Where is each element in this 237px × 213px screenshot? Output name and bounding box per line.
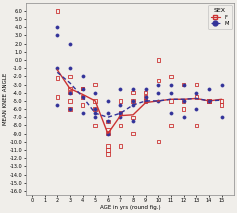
Point: [106, 120, 110, 123]
Legend: F, M: F, M: [208, 5, 232, 29]
Point: [194, 107, 198, 111]
Point: [131, 91, 135, 94]
Point: [118, 144, 122, 148]
Point: [55, 103, 59, 107]
Point: [194, 83, 198, 86]
Point: [93, 111, 97, 115]
Point: [220, 116, 223, 119]
Point: [131, 116, 135, 119]
Point: [169, 91, 173, 94]
Point: [106, 99, 110, 103]
Point: [182, 116, 186, 119]
Point: [182, 83, 186, 86]
Point: [207, 87, 211, 90]
Point: [93, 116, 97, 119]
Point: [68, 66, 72, 70]
Point: [182, 99, 186, 103]
Point: [106, 148, 110, 152]
Point: [182, 107, 186, 111]
Point: [55, 76, 59, 80]
Point: [194, 95, 198, 99]
Point: [93, 107, 97, 111]
Point: [81, 103, 84, 107]
Point: [81, 95, 84, 99]
Point: [118, 87, 122, 90]
Point: [68, 42, 72, 45]
Point: [169, 83, 173, 86]
Point: [156, 58, 160, 62]
Point: [182, 83, 186, 86]
Point: [194, 124, 198, 127]
Point: [68, 91, 72, 94]
Point: [169, 75, 173, 78]
Point: [81, 87, 84, 90]
Point: [118, 99, 122, 103]
Point: [106, 152, 110, 156]
Point: [106, 120, 110, 123]
Point: [106, 132, 110, 135]
Point: [55, 34, 59, 37]
Point: [144, 99, 148, 103]
Point: [144, 99, 148, 103]
Point: [81, 87, 84, 90]
Point: [156, 83, 160, 86]
Point: [68, 99, 72, 103]
Point: [144, 87, 148, 90]
Point: [118, 116, 122, 119]
Point: [169, 99, 173, 103]
Point: [131, 99, 135, 103]
Point: [207, 99, 211, 103]
Point: [106, 128, 110, 131]
Point: [68, 87, 72, 90]
Point: [93, 124, 97, 127]
Point: [93, 91, 97, 94]
Point: [182, 99, 186, 103]
Point: [68, 107, 72, 111]
Point: [118, 111, 122, 115]
Point: [169, 124, 173, 127]
Point: [169, 111, 173, 115]
Point: [68, 91, 72, 94]
Point: [220, 103, 223, 107]
Point: [81, 95, 84, 99]
Point: [131, 132, 135, 135]
Point: [55, 9, 59, 13]
Point: [81, 75, 84, 78]
Point: [144, 95, 148, 99]
Point: [207, 99, 211, 103]
Point: [131, 87, 135, 90]
Point: [93, 83, 97, 86]
Point: [220, 99, 223, 103]
Point: [106, 111, 110, 115]
Point: [207, 99, 211, 103]
Point: [81, 111, 84, 115]
Point: [156, 99, 160, 103]
Point: [156, 140, 160, 144]
Point: [68, 107, 72, 111]
Point: [156, 91, 160, 94]
Point: [118, 124, 122, 127]
Point: [131, 99, 135, 103]
Point: [68, 75, 72, 78]
Point: [93, 107, 97, 111]
Point: [55, 66, 59, 70]
Y-axis label: MEAN KNEE ANGLE: MEAN KNEE ANGLE: [3, 73, 8, 125]
Point: [81, 87, 84, 90]
Point: [131, 120, 135, 123]
Point: [106, 144, 110, 148]
Point: [194, 91, 198, 94]
X-axis label: AGE in yrs (round fig.): AGE in yrs (round fig.): [100, 205, 160, 210]
Point: [118, 103, 122, 107]
Point: [144, 95, 148, 99]
Point: [55, 95, 59, 99]
Point: [55, 26, 59, 29]
Point: [131, 103, 135, 107]
Point: [156, 79, 160, 82]
Point: [93, 99, 97, 103]
Point: [220, 83, 223, 86]
Point: [118, 111, 122, 115]
Point: [106, 132, 110, 135]
Point: [144, 91, 148, 94]
